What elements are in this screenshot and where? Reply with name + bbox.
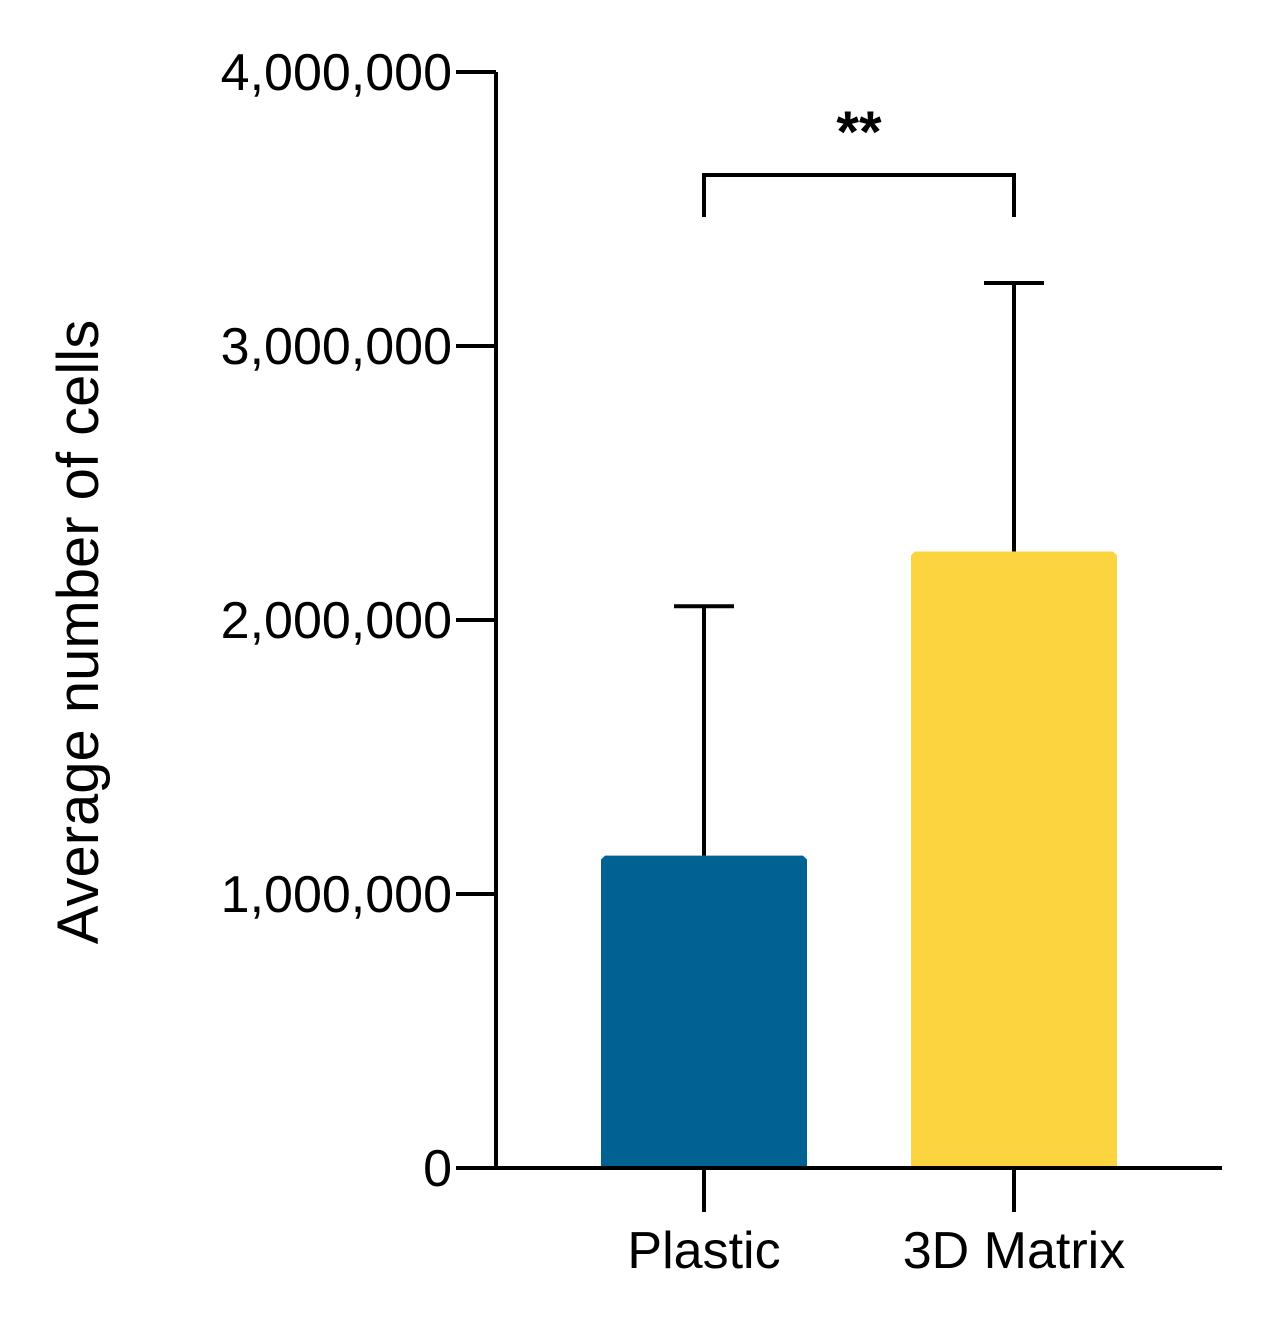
- x-tick-label: Plastic: [627, 1222, 780, 1280]
- y-tick-label: 1,000,000: [221, 866, 452, 924]
- error-bars-layer: [674, 280, 1044, 856]
- bar-3d-matrix: [911, 551, 1117, 1168]
- significance-annotation: **: [702, 100, 1016, 217]
- bar-plastic: [601, 855, 807, 1168]
- x-tick-label: 3D Matrix: [903, 1222, 1125, 1280]
- y-tick-label: 3,000,000: [221, 318, 452, 376]
- y-tick-label: 0: [423, 1140, 452, 1198]
- bars-layer: [601, 551, 1117, 1168]
- y-tick-label: 4,000,000: [221, 44, 452, 102]
- y-axis-title: Average number of cells: [46, 320, 111, 944]
- y-ticks-layer: 0 1,000,000 2,000,000 3,000,000 4,000,000: [221, 44, 496, 1198]
- significance-label: **: [836, 100, 882, 165]
- significance-bracket: [702, 173, 1016, 217]
- x-ticks-layer: Plastic 3D Matrix: [627, 1168, 1125, 1280]
- y-tick-label: 2,000,000: [221, 592, 452, 650]
